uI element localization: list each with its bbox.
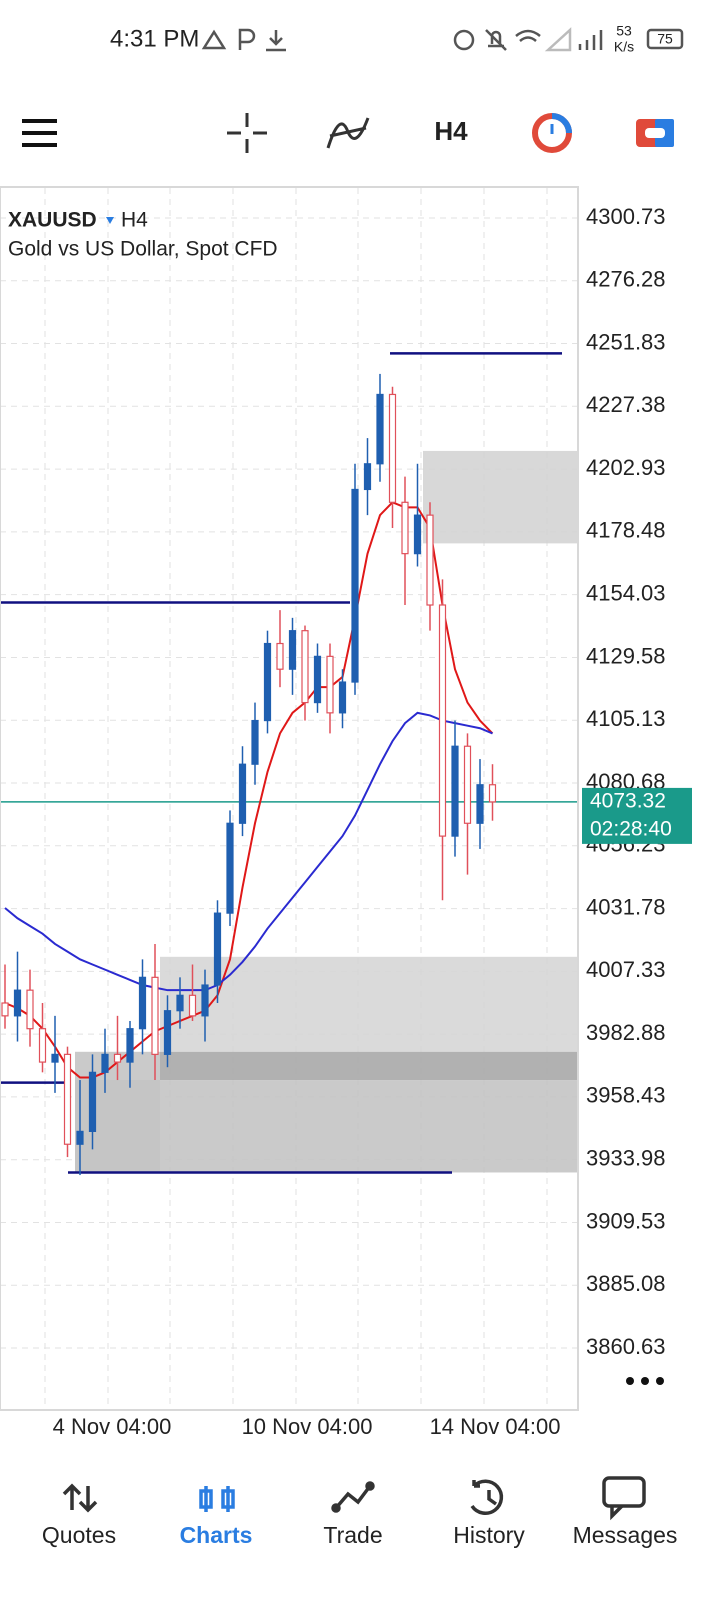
net-unit: K/s [614,39,634,55]
y-tick-label: 4178.48 [586,518,666,543]
candle-body [63,1053,72,1145]
chart-frame [0,186,579,1411]
more-button[interactable] [626,1377,664,1385]
candle-body [476,784,484,824]
candle-body [51,1053,59,1063]
bottom-nav [0,1445,720,1600]
nav-item[interactable]: Quotes [42,1522,116,1548]
y-tick-label: 4105.13 [586,706,666,731]
nav-items: Quotes Charts Trade History Messages [42,1522,677,1548]
candle-body [188,994,197,1017]
current-price-label: 4073.32 [590,789,666,812]
candle-body [26,989,34,1030]
status-time: 4:31 PM [110,25,199,52]
x-tick-label: 10 Nov 04:00 [242,1414,373,1439]
battery-level: 75 [657,31,673,47]
chart-timeframe: H4 [121,209,148,232]
candle-body [176,994,184,1012]
candle-body [213,912,222,986]
y-tick-label: 4202.93 [586,455,666,480]
x-tick-label: 4 Nov 04:00 [53,1414,172,1439]
candle-body [113,1053,122,1063]
candle-body [401,501,409,555]
timeframe-button[interactable]: H4 [434,116,468,146]
y-tick-label: 4276.28 [586,267,666,292]
candle-body [88,1071,97,1132]
candle-body [201,984,209,1017]
candle-body [438,604,447,837]
y-tick-label: 4300.73 [586,204,666,229]
crosshair-button[interactable] [227,113,267,153]
y-tick-label: 3885.08 [586,1271,666,1296]
trade-clock-button[interactable] [532,113,572,153]
candle-body [163,1010,172,1055]
menu-button[interactable] [22,119,57,147]
candle-body [313,655,322,704]
y-tick-label: 3982.88 [586,1020,666,1045]
nav-item[interactable]: History [453,1522,525,1548]
net-speed: 53 [616,23,632,39]
y-tick-label: 3933.98 [586,1146,666,1171]
y-tick-label: 4251.83 [586,329,666,354]
candle-body [76,1130,84,1145]
y-tick-label: 3909.53 [586,1208,666,1233]
zone [160,956,578,1052]
nav-icons [62,1476,646,1521]
zone [423,450,578,544]
candle-body [101,1053,109,1073]
candle-body [451,745,459,837]
candle-body [338,681,347,714]
candle-body [376,393,384,465]
nav-item[interactable]: Trade [323,1522,382,1548]
candle-body [251,719,259,765]
nav-item[interactable]: Messages [573,1522,678,1548]
y-tick-label: 4031.78 [586,894,666,919]
candle-body [13,989,22,1017]
nav-item[interactable]: Charts [180,1522,253,1548]
candle-body [276,642,284,670]
candle-body [38,1028,47,1063]
candle-body [301,630,309,704]
x-tick-label: 14 Nov 04:00 [430,1414,561,1439]
candle-body [351,488,359,683]
candle-body [426,514,434,606]
candle-body [238,763,247,824]
y-tick-label: 4227.38 [586,392,666,417]
account-button[interactable] [636,119,674,147]
candle-body [126,1028,134,1063]
candle-body [463,745,472,824]
moving-average [4,501,494,1079]
y-tick-label: 4007.33 [586,957,666,982]
chart-symbol[interactable]: XAUUSD [8,209,97,232]
candle-body [488,784,497,803]
y-tick-label: 4129.58 [586,643,666,668]
y-tick-label: 3958.43 [586,1083,666,1108]
candle-body [288,630,297,670]
y-tick-label: 3860.63 [586,1334,666,1359]
status-icons [201,27,684,52]
y-tick-label: 4154.03 [586,580,666,605]
bar-countdown: 02:28:40 [590,817,672,840]
candle-body [326,655,334,714]
zone [160,1051,578,1081]
candle-body [138,976,147,1030]
candle-body [226,822,234,914]
candle-body [388,393,397,503]
symbol-dropdown[interactable] [106,217,114,224]
indicators-button[interactable] [326,117,370,149]
moving-average [4,711,493,992]
candle-body [363,463,372,491]
candle-body [413,514,422,555]
chart-description: Gold vs US Dollar, Spot CFD [8,238,278,261]
candle-body [151,976,159,1055]
candle-body [1,1002,9,1017]
current-price-tag [582,787,692,844]
candle-body [263,642,272,722]
chart: 4300.73 4276.28 4251.83 4227.38 4202.93 4178.… [0,188,692,1439]
